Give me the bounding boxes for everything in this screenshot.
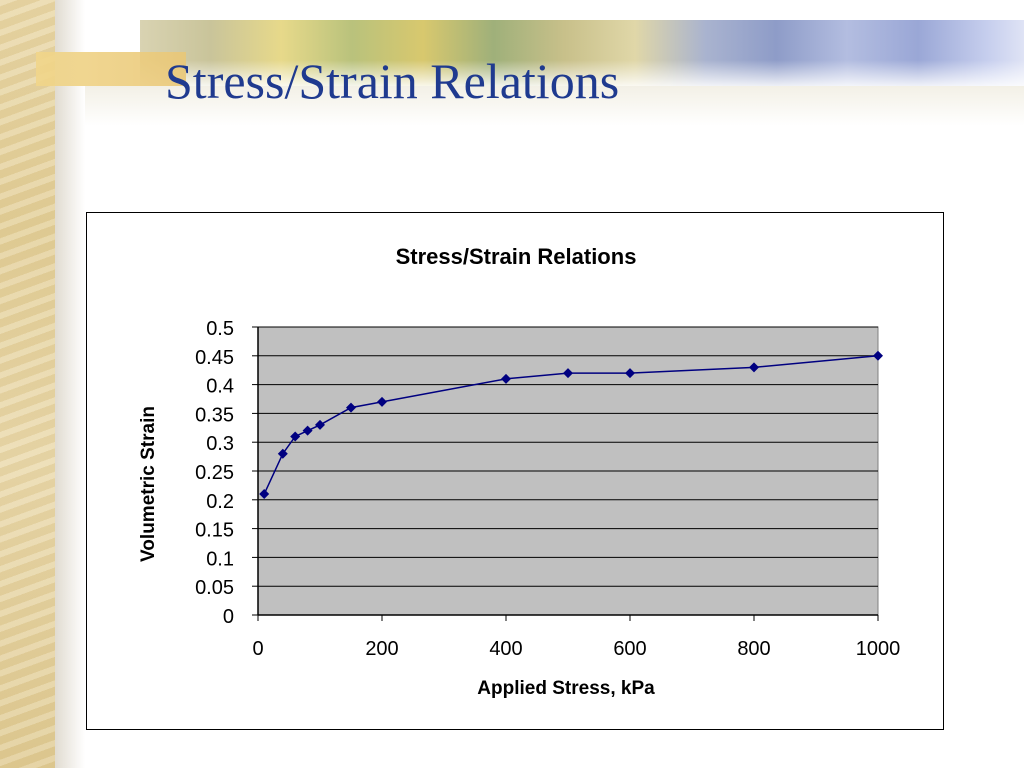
data-point-marker: [290, 431, 301, 442]
data-point-marker: [625, 368, 635, 379]
y-tick-label: 0.35: [195, 404, 234, 426]
left-decorative-strip: [0, 0, 55, 768]
axes: [257, 327, 879, 621]
y-tick-label: 0: [223, 606, 234, 628]
left-strip-shadow: [55, 0, 85, 768]
series-volumetric-strain: [259, 350, 883, 500]
data-point-marker: [873, 350, 883, 361]
data-point-marker: [749, 362, 759, 373]
y-tick-label: 0.2: [206, 491, 234, 513]
y-tick-label: 0.4: [206, 376, 234, 398]
y-tick-label: 0.15: [195, 520, 234, 542]
data-point-marker: [377, 396, 387, 407]
y-tick-label: 0.1: [206, 548, 234, 570]
y-tick-label: 0.3: [206, 433, 234, 455]
data-point-marker: [315, 419, 325, 430]
x-tick-label: 600: [613, 638, 646, 660]
x-tick-label: 0: [252, 638, 263, 660]
data-point-marker: [346, 402, 356, 413]
y-tick-label: 0.05: [195, 577, 234, 599]
y-tick-label: 0.45: [195, 347, 234, 369]
x-tick-label: 400: [489, 638, 522, 660]
x-tick-labels: 0 200 400 600 800 1000: [252, 638, 900, 660]
chart-title: Stress/Strain Relations: [396, 244, 637, 269]
y-tick-label: 0.25: [195, 462, 234, 484]
data-point-marker: [563, 368, 573, 379]
top-decorative-banner: [140, 20, 1024, 86]
y-tick-labels: 0 0.05 0.1 0.15 0.2 0.25 0.3 0.35 0.4 0.45 0.5: [195, 318, 234, 628]
x-axis-label: Applied Stress, kPa: [477, 678, 655, 699]
chart-svg: Stress/Strain Relations 00.050.10.150.20…: [138, 244, 900, 699]
data-point-marker: [277, 448, 288, 459]
top-fade: [85, 86, 1024, 126]
chart-frame: Stress/Strain Relations 0 0.05 0.1 0.15 0.2 0…: [86, 212, 944, 730]
y-tick-label: 0.5: [206, 318, 234, 340]
y-axis-label: Volumetric Strain: [138, 406, 159, 562]
x-tick-label: 1000: [856, 638, 901, 660]
x-tick-label: 200: [365, 638, 398, 660]
data-point-marker: [302, 425, 313, 436]
x-tick-label: 800: [737, 638, 770, 660]
data-point-marker: [501, 373, 511, 384]
data-point-marker: [259, 489, 270, 500]
gridlines: [252, 326, 878, 616]
slide-title: Stress/Strain Relations: [165, 53, 620, 109]
banner-accent: [36, 52, 186, 86]
